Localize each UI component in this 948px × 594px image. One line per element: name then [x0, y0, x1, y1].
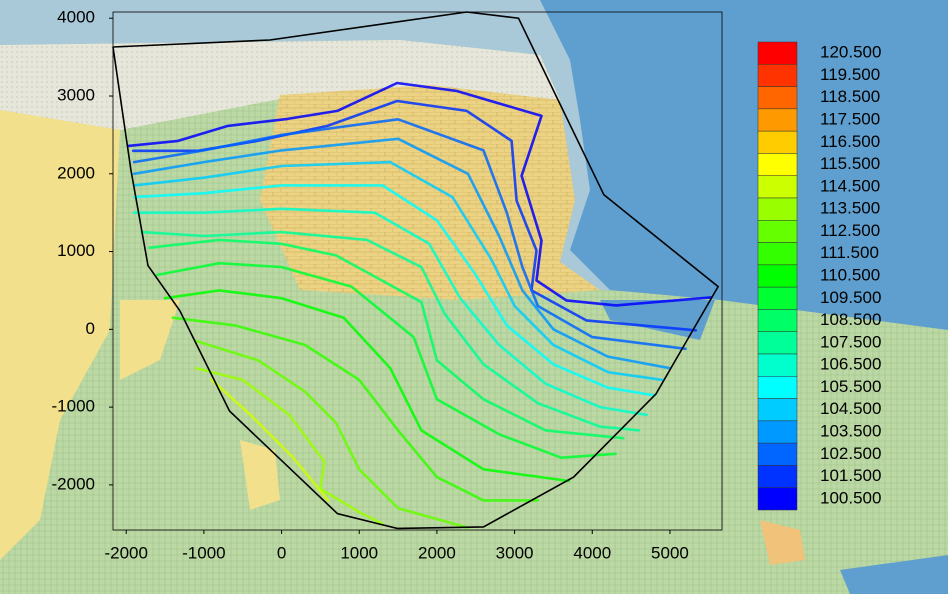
contour-line: [132, 118, 687, 351]
colorbar-swatch: [757, 64, 798, 87]
x-tick-label: 4000: [573, 543, 611, 562]
colorbar-label: 113.500: [820, 199, 880, 218]
plot-frame: [112, 11, 723, 531]
y-tick-label: 3000: [57, 85, 95, 104]
colorbar-swatch: [757, 487, 798, 511]
colorbar-label: 118.500: [820, 87, 880, 106]
colorbar-label: 104.500: [820, 399, 881, 418]
colorbar-label: 120.500: [820, 43, 881, 62]
colorbar-label: 110.500: [820, 265, 880, 284]
contour-line: [132, 137, 672, 370]
contour-line: [156, 261, 617, 459]
contour-line: [194, 366, 384, 526]
colorbar-swatch: [757, 86, 798, 110]
model-boundary: [112, 11, 720, 530]
colorbar-swatch: [757, 175, 798, 199]
colorbar: 120.500 119.500 118.500 117.500 116.500 115.5…: [757, 41, 881, 511]
colorbar-swatch: [757, 353, 798, 377]
colorbar-swatch: [757, 442, 798, 466]
x-tick-label: 3000: [496, 543, 534, 562]
colorbar-label: 115.500: [820, 154, 880, 173]
colorbar-swatch: [757, 264, 798, 288]
colorbar-label: 116.500: [820, 132, 880, 151]
x-tick-label: 1000: [340, 543, 378, 562]
colorbar-swatch: [757, 242, 798, 266]
contour-line: [210, 378, 330, 502]
colorbar-label: 103.500: [820, 421, 881, 440]
x-tick-label: -2000: [104, 543, 147, 562]
colorbar-swatch: [757, 130, 798, 154]
colorbar-label: 106.500: [820, 355, 881, 374]
y-tick-label: 2000: [57, 163, 95, 182]
colorbar-label: 117.500: [820, 109, 880, 128]
colorbar-label: 100.500: [820, 488, 881, 507]
colorbar-swatch: [757, 376, 798, 399]
contour-line: [148, 238, 625, 440]
colorbar-swatch: [757, 420, 798, 444]
colorbar-swatch: [757, 465, 798, 488]
colorbar-label: 112.500: [820, 221, 880, 240]
x-tick-label: 2000: [418, 543, 456, 562]
colorbar-swatch: [757, 220, 798, 243]
contour-line: [132, 160, 664, 382]
colorbar-swatch: [757, 331, 798, 355]
colorbar-label: 111.500: [820, 243, 879, 262]
contour-line: [126, 81, 713, 307]
x-tick-label: 5000: [651, 543, 689, 562]
colorbar-label: 119.500: [820, 65, 880, 84]
colorbar-swatch: [757, 309, 798, 332]
colorbar-swatch: [757, 108, 798, 132]
contour-line: [194, 339, 470, 529]
y-tick-label: -1000: [52, 397, 95, 416]
colorbar-label: 101.500: [820, 466, 881, 485]
y-tick-label: 1000: [57, 241, 95, 260]
colorbar-label: 105.500: [820, 377, 881, 396]
x-tick-label: 0: [277, 543, 286, 562]
colorbar-swatch: [757, 41, 798, 65]
y-tick-label: -2000: [52, 474, 95, 493]
contour-line: [132, 184, 656, 397]
colorbar-swatch: [757, 153, 798, 176]
contour-line: [163, 289, 571, 483]
colorbar-label: 102.500: [820, 444, 881, 463]
contour-line: [140, 230, 641, 432]
colorbar-swatch: [757, 398, 798, 422]
contour-line: [132, 207, 648, 417]
y-tick-label: 0: [86, 319, 95, 338]
colorbar-label: 114.500: [820, 176, 880, 195]
colorbar-swatch: [757, 286, 798, 310]
colorbar-label: 109.500: [820, 288, 881, 307]
colorbar-label: 108.500: [820, 310, 881, 329]
y-tick-label: 4000: [57, 8, 95, 27]
colorbar-label: 107.500: [820, 332, 881, 351]
colorbar-swatch: [757, 197, 798, 221]
axes: -2000 -1000 0 1000 2000 3000 4000 5000 -2000 -100…: [52, 8, 689, 563]
x-tick-label: -1000: [182, 543, 225, 562]
contour-line: [171, 316, 540, 502]
plot-area: [112, 11, 720, 530]
